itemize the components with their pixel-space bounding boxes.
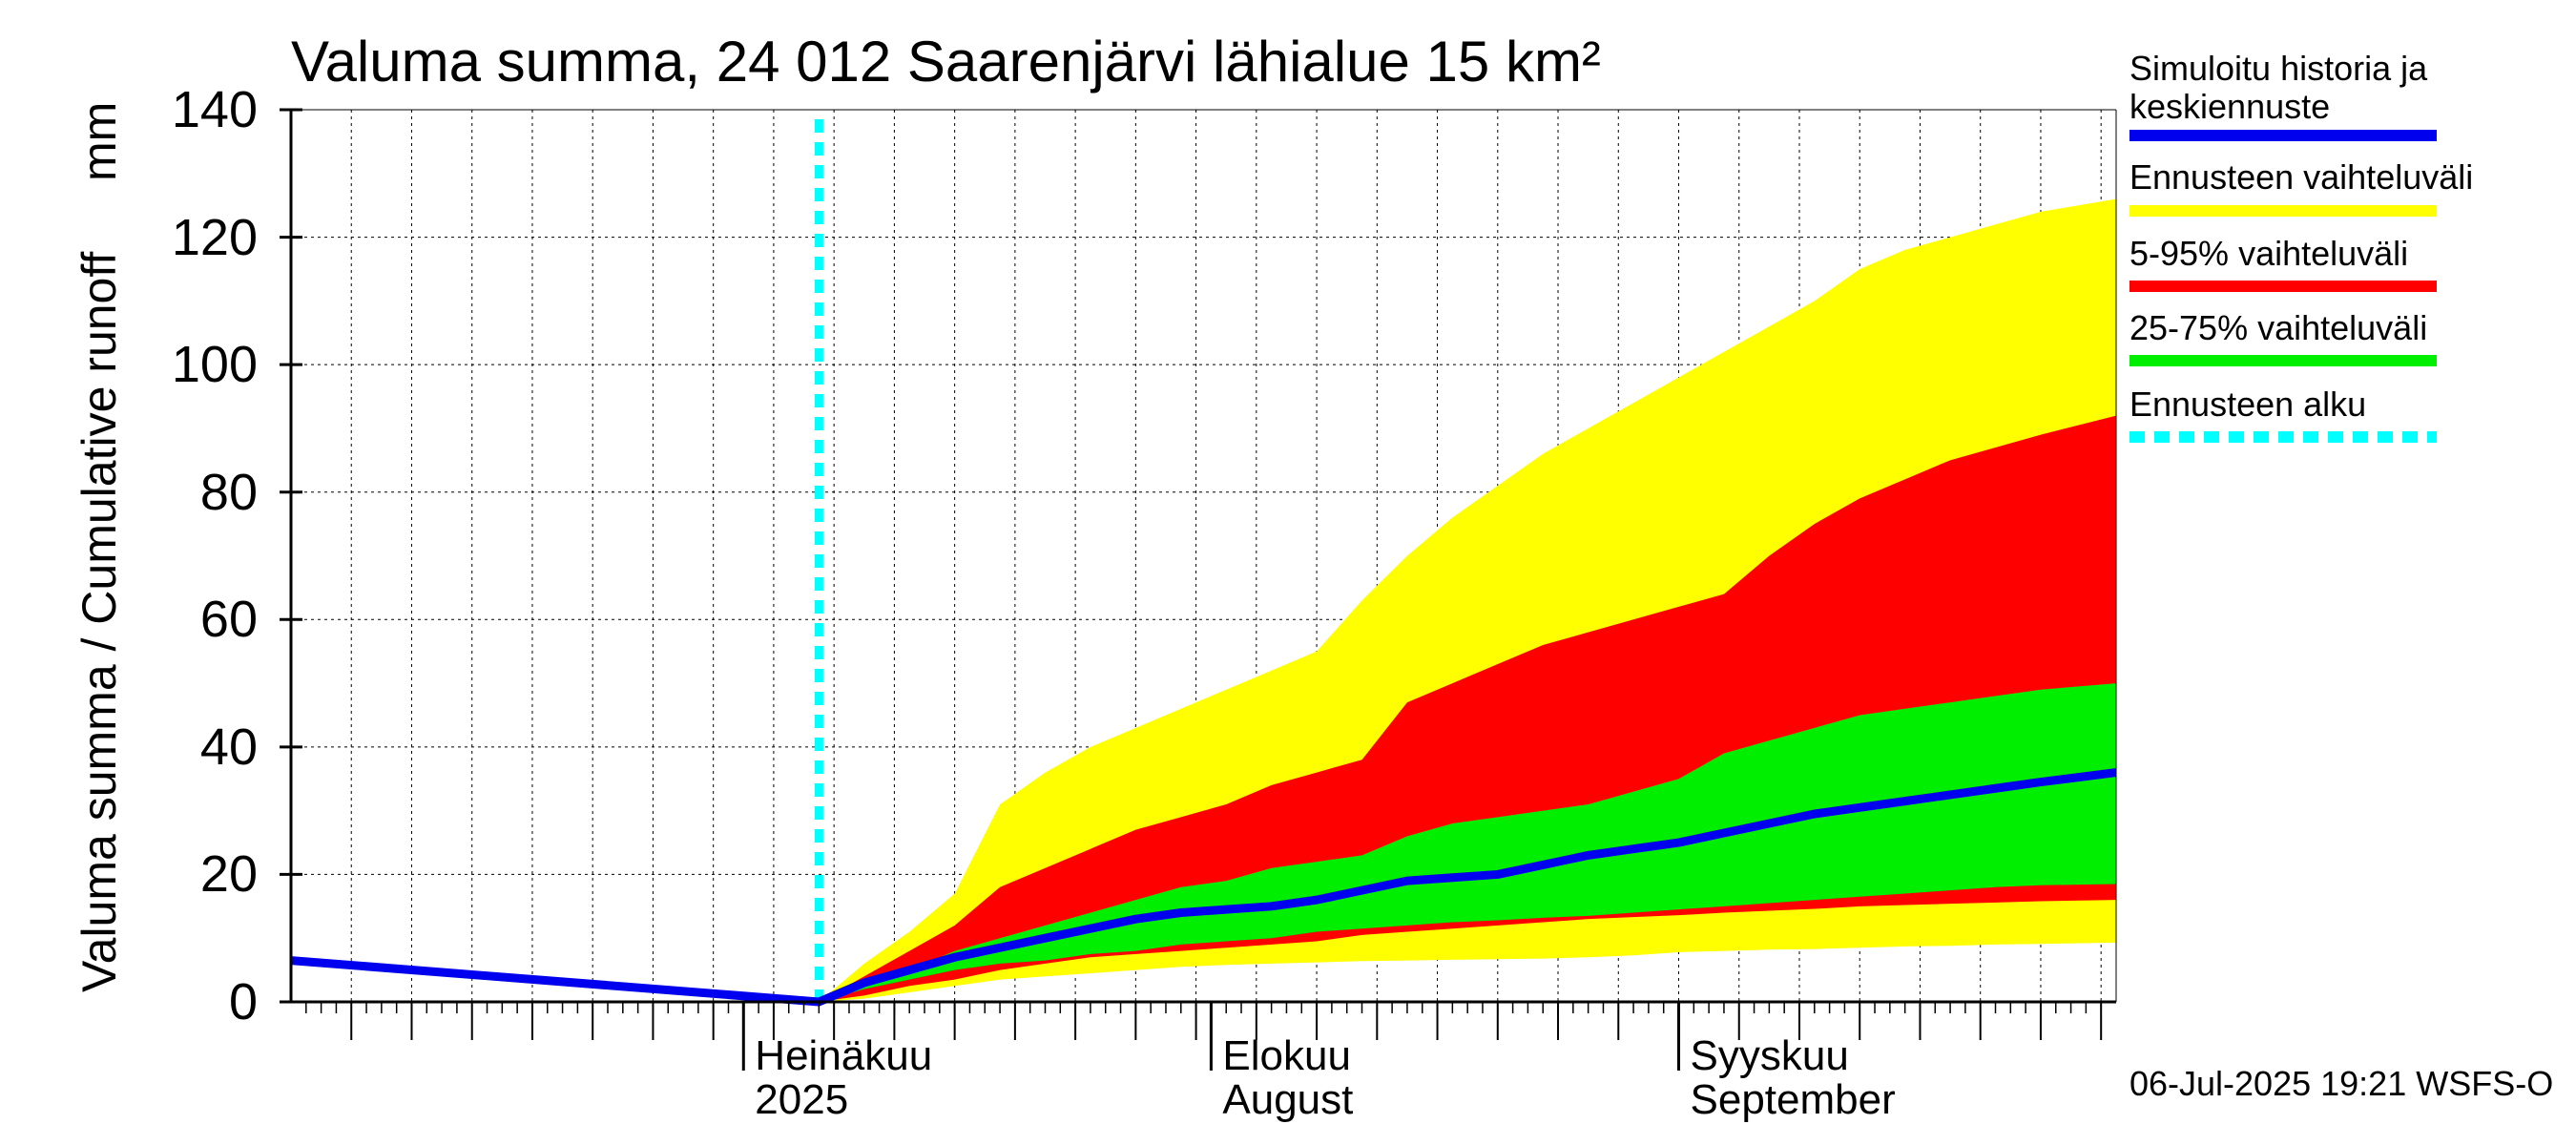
y-tick-label: 0 [228,973,258,1030]
y-tick-label: 120 [171,208,258,266]
y-tick-label: 20 [199,845,258,904]
legend-label-forecast-start: Ennusteen alku [2129,385,2367,424]
y-tick-label: 40 [199,718,258,776]
series-lines [290,119,2117,1007]
median-forecast-line [290,768,2117,1007]
legend-label-history: Simuloitu historia ja keskiennuste [2129,49,2428,126]
y-tick-label: 140 [171,81,258,138]
y-tick-label: 60 [199,591,258,649]
legend-label-25-75: 25-75% vaihteluväli [2129,308,2428,347]
y-tick-label: 100 [171,336,258,394]
y-tick-label: 80 [199,463,258,521]
legend-label-full-range: Ennusteen vaihteluväli [2129,157,2474,197]
chart-title: Valuma summa, 24 012 Saarenjärvi lähialu… [291,30,1601,94]
legend-label-5-95: 5-95% vaihteluväli [2129,234,2409,273]
axes [280,108,2117,1071]
legend-swatches [2129,130,2437,443]
month-label: Syyskuu September [1690,1032,1896,1123]
month-label: Elokuu August [1222,1032,1354,1123]
footer-timestamp: 06-Jul-2025 19:21 WSFS-O [2129,1064,2554,1103]
month-label: Heinäkuu 2025 [755,1032,933,1123]
forecast-bands [819,198,2116,1003]
